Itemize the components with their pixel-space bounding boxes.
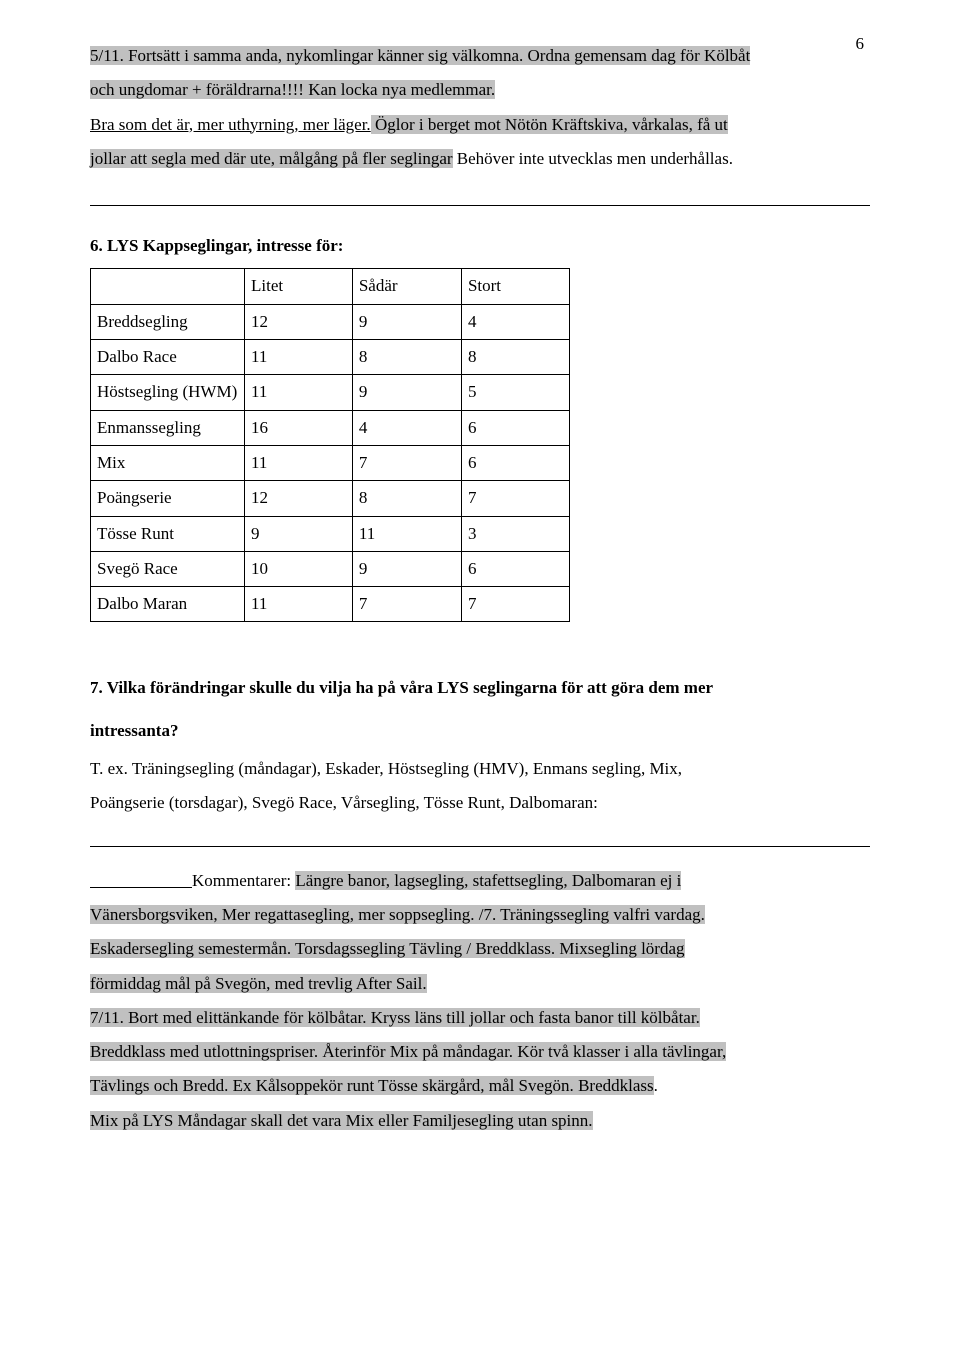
plain-text: Kommentarer:	[192, 871, 295, 890]
table-row: Tösse Runt 9 11 3	[91, 516, 570, 551]
table-cell: 16	[245, 410, 353, 445]
table-header-row: Litet Sådär Stort	[91, 269, 570, 304]
table-cell: Höstsegling (HWM)	[91, 375, 245, 410]
table-cell: Enmanssegling	[91, 410, 245, 445]
highlighted-text: Öglor i berget mot Nötön Kräftskiva, vår…	[371, 115, 728, 134]
table-cell: 7	[461, 587, 569, 622]
highlighted-text: Mix på LYS Måndagar skall det vara Mix e…	[90, 1111, 593, 1130]
highlighted-text: Ex Kålsoppekör runt Tösse skärgård, mål …	[228, 1076, 573, 1095]
table-cell: 11	[245, 340, 353, 375]
highlighted-text: Bort med elittänkande för kölbåtar.	[124, 1008, 367, 1027]
body-paragraph: 7/11. Bort med elittänkande för kölbåtar…	[90, 1002, 870, 1034]
table-cell: Poängserie	[91, 481, 245, 516]
table-row: Höstsegling (HWM) 11 9 5	[91, 375, 570, 410]
body-paragraph: Kommentarer: Längre banor, lagsegling, s…	[90, 865, 870, 897]
highlighted-text: Återinför Mix på måndagar.	[318, 1042, 513, 1061]
page-number: 6	[856, 28, 865, 60]
highlighted-text: och ungdomar + föräldrarna!!!! Kan locka…	[90, 80, 495, 99]
body-paragraph: Poängserie (torsdagar), Svegö Race, Vårs…	[90, 787, 870, 819]
table-row: Enmanssegling 16 4 6	[91, 410, 570, 445]
highlighted-text: Eskadersegling semestermån.	[90, 939, 291, 958]
table-cell: 11	[245, 375, 353, 410]
table-cell: 9	[352, 551, 461, 586]
highlighted-text: Breddklass med utlottningspriser.	[90, 1042, 318, 1061]
table-cell: 11	[352, 516, 461, 551]
plain-text: .	[654, 1076, 658, 1095]
table-cell: Tösse Runt	[91, 516, 245, 551]
table-row: Dalbo Maran 11 7 7	[91, 587, 570, 622]
table-row: Breddsegling 12 9 4	[91, 304, 570, 339]
highlighted-text: Kryss läns till jollar och fasta banor t…	[367, 1008, 700, 1027]
body-paragraph: Vänersborgsviken, Mer regattasegling, me…	[90, 899, 870, 931]
body-paragraph: Eskadersegling semestermån. Torsdagssegl…	[90, 933, 870, 965]
lys-table: Litet Sådär Stort Breddsegling 12 9 4 Da…	[90, 268, 570, 622]
body-paragraph: Tävlings och Bredd. Ex Kålsoppekör runt …	[90, 1070, 870, 1102]
highlighted-text: Tävlings och Bredd.	[90, 1076, 228, 1095]
table-cell: Dalbo Race	[91, 340, 245, 375]
section-heading: intressanta?	[90, 715, 870, 747]
table-header: Sådär	[352, 269, 461, 304]
body-paragraph: jollar att segla med där ute, målgång på…	[90, 143, 870, 175]
table-header: Litet	[245, 269, 353, 304]
table-row: Dalbo Race 11 8 8	[91, 340, 570, 375]
table-row: Svegö Race 10 9 6	[91, 551, 570, 586]
body-paragraph: och ungdomar + föräldrarna!!!! Kan locka…	[90, 74, 870, 106]
highlighted-text: Längre banor, lagsegling, stafettsegling…	[295, 871, 681, 890]
table-cell: 8	[461, 340, 569, 375]
body-paragraph: 5/11. Fortsätt i samma anda, nykomlingar…	[90, 40, 870, 72]
table-row: Mix 11 7 6	[91, 445, 570, 480]
highlighted-text: Torsdagssegling Tävling / Breddklass.	[291, 939, 555, 958]
highlighted-text: Mixsegling lördag	[555, 939, 684, 958]
table-header	[91, 269, 245, 304]
underlined-text: Bra som det är, mer uthyrning, mer läger…	[90, 115, 371, 134]
body-paragraph: Breddklass med utlottningspriser. Återin…	[90, 1036, 870, 1068]
highlighted-text: /7. Träningssegling valfri vardag.	[474, 905, 704, 924]
highlighted-text: Breddklass	[574, 1076, 654, 1095]
table-cell: 6	[461, 410, 569, 445]
table-cell: 9	[352, 304, 461, 339]
table-cell: Breddsegling	[91, 304, 245, 339]
table-cell: 9	[245, 516, 353, 551]
table-cell: 12	[245, 304, 353, 339]
underlined-text	[90, 871, 192, 890]
table-cell: 11	[245, 587, 353, 622]
highlighted-text: Kör två klasser i alla tävlingar,	[513, 1042, 726, 1061]
table-cell: 7	[352, 445, 461, 480]
highlighted-text: Vänersborgsviken, Mer regattasegling, me…	[90, 905, 474, 924]
table-cell: Svegö Race	[91, 551, 245, 586]
table-cell: 6	[461, 445, 569, 480]
table-cell: 5	[461, 375, 569, 410]
table-cell: Dalbo Maran	[91, 587, 245, 622]
table-cell: 12	[245, 481, 353, 516]
table-cell: 8	[352, 481, 461, 516]
table-row: Poängserie 12 8 7	[91, 481, 570, 516]
table-cell: 10	[245, 551, 353, 586]
highlighted-text: 7/11.	[90, 1008, 124, 1027]
table-cell: 7	[352, 587, 461, 622]
table-header: Stort	[461, 269, 569, 304]
table-cell: 4	[352, 410, 461, 445]
body-paragraph: Bra som det är, mer uthyrning, mer läger…	[90, 109, 870, 141]
section-heading: 7. Vilka förändringar skulle du vilja ha…	[90, 672, 870, 704]
table-cell: Mix	[91, 445, 245, 480]
highlighted-text: jollar att segla med där ute, målgång på…	[90, 149, 453, 168]
table-cell: 4	[461, 304, 569, 339]
highlighted-text: 5/11. Fortsätt i samma anda, nykomlingar…	[90, 46, 750, 65]
table-cell: 7	[461, 481, 569, 516]
table-cell: 6	[461, 551, 569, 586]
highlighted-text: förmiddag mål på Svegön, med trevlig Aft…	[90, 974, 427, 993]
body-paragraph: T. ex. Träningsegling (måndagar), Eskade…	[90, 753, 870, 785]
horizontal-rule	[90, 205, 870, 206]
table-cell: 11	[245, 445, 353, 480]
body-paragraph: Mix på LYS Måndagar skall det vara Mix e…	[90, 1105, 870, 1137]
document-page: 6 5/11. Fortsätt i samma anda, nykomling…	[0, 0, 960, 1356]
table-cell: 3	[461, 516, 569, 551]
table-cell: 9	[352, 375, 461, 410]
section-heading: 6. LYS Kappseglingar, intresse för:	[90, 230, 870, 262]
table-cell: 8	[352, 340, 461, 375]
horizontal-rule	[90, 846, 870, 847]
body-paragraph: förmiddag mål på Svegön, med trevlig Aft…	[90, 968, 870, 1000]
plain-text: Behöver inte utvecklas men underhållas.	[453, 149, 733, 168]
